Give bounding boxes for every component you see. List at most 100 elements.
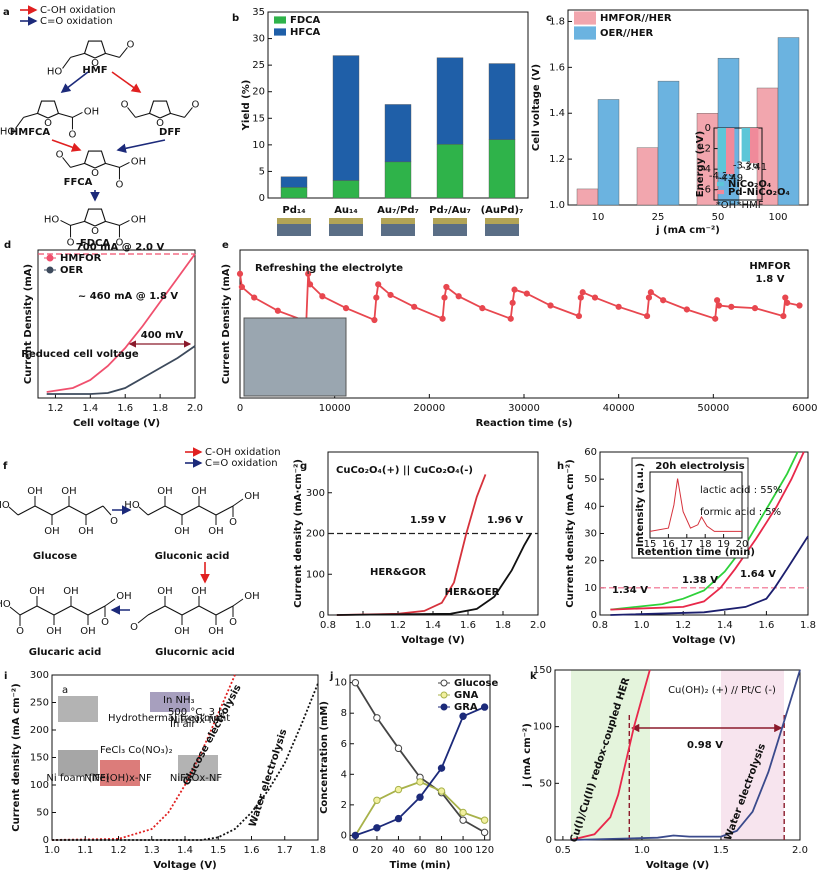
x-tick-label: 1.6 bbox=[244, 845, 260, 856]
y-tick-label: 20 bbox=[252, 87, 265, 98]
x-tick-label: 0.8 bbox=[592, 620, 608, 631]
panel-label: g bbox=[300, 461, 307, 472]
x-tick-label: 20 bbox=[371, 845, 384, 856]
annotation: 500 °C, 3 h bbox=[168, 707, 224, 718]
compound-label: FFCA bbox=[64, 177, 93, 188]
x-tick-label: 1.2 bbox=[675, 620, 691, 631]
bond bbox=[184, 107, 193, 118]
atom-label: O bbox=[91, 226, 99, 237]
bond bbox=[119, 219, 130, 226]
marker bbox=[480, 828, 489, 837]
arrow bbox=[116, 139, 166, 154]
x-tick-label: 0 bbox=[237, 403, 243, 414]
atom-label: HO bbox=[47, 66, 63, 77]
marker bbox=[394, 785, 403, 794]
y-tick-label: 20 bbox=[584, 556, 597, 567]
legend-label: C-OH oxidation bbox=[40, 5, 116, 16]
x-tick-label: 10000 bbox=[319, 403, 351, 414]
annotation: HMFOR bbox=[749, 261, 791, 272]
y-tick-label: 300 bbox=[30, 670, 49, 681]
marker bbox=[373, 294, 380, 301]
x-tick-label: 2.0 bbox=[530, 620, 546, 631]
x-tick-label: 100 bbox=[768, 212, 787, 223]
panel-label: c bbox=[546, 13, 552, 24]
legend-label: C=O oxidation bbox=[40, 16, 113, 27]
bond bbox=[70, 220, 85, 226]
atom-label: OH bbox=[63, 586, 78, 597]
atom-label: O bbox=[101, 617, 109, 628]
x-tick-label: 80 bbox=[435, 845, 448, 856]
bond bbox=[138, 506, 149, 516]
bar bbox=[332, 55, 360, 181]
x-axis-label: Voltage (V) bbox=[646, 860, 709, 871]
x-tick-label: 18 bbox=[699, 539, 712, 550]
marker bbox=[683, 306, 690, 313]
panel-label: a bbox=[3, 7, 10, 18]
x-tick-label: 0 bbox=[352, 845, 358, 856]
ring bbox=[36, 100, 60, 119]
y-tick-label: 15 bbox=[252, 113, 265, 124]
marker bbox=[591, 294, 599, 301]
marker bbox=[251, 294, 258, 301]
legend-swatch bbox=[440, 691, 448, 699]
x-tick-label: 1.8 bbox=[152, 403, 168, 414]
legend-swatch bbox=[440, 679, 448, 687]
annotation: 1.34 V bbox=[612, 585, 648, 596]
annotation: 20h electrolysis bbox=[655, 461, 744, 472]
x-tick-label: 20 bbox=[736, 539, 749, 550]
x-tick-label: 2.0 bbox=[792, 845, 808, 856]
bond bbox=[127, 107, 136, 118]
ring bbox=[83, 208, 107, 227]
bar bbox=[750, 128, 759, 164]
x-tick-label: 1.8 bbox=[495, 620, 511, 631]
marker bbox=[615, 303, 622, 310]
legend-label: OER bbox=[60, 265, 83, 276]
annotation: 1.59 V bbox=[410, 515, 446, 526]
x-tick-label: 17 bbox=[680, 539, 693, 550]
marker bbox=[371, 316, 378, 324]
panel-label: b bbox=[232, 13, 239, 24]
bar bbox=[384, 161, 412, 199]
atom-label: OH bbox=[46, 626, 61, 637]
marker bbox=[480, 816, 489, 824]
marker bbox=[782, 294, 789, 301]
legend-label: GNA bbox=[454, 690, 479, 701]
x-tick-label: Pd₇/Au₇ bbox=[429, 205, 471, 216]
arrow bbox=[51, 139, 82, 152]
panel-label: i bbox=[4, 671, 7, 682]
marker bbox=[784, 299, 791, 306]
marker bbox=[437, 764, 446, 772]
x-tick-label: 10 bbox=[592, 212, 605, 223]
y-tick-label: 0 bbox=[319, 610, 325, 621]
x-tick-label: Au₇/Pd₇ bbox=[377, 205, 419, 216]
y-tick-label: 10 bbox=[334, 678, 347, 689]
x-axis-label: Voltage (V) bbox=[401, 635, 464, 646]
marker bbox=[387, 291, 394, 299]
x-tick-label: 1.3 bbox=[144, 845, 160, 856]
ring bbox=[148, 100, 172, 119]
atom-label: O bbox=[56, 149, 64, 160]
x-tick-label: 2.0 bbox=[187, 403, 203, 414]
legend-label: FDCA bbox=[290, 15, 320, 26]
x-tick-label: 1.6 bbox=[117, 403, 133, 414]
y-tick-label: 200 bbox=[306, 529, 325, 540]
x-tick-label: 15 bbox=[644, 539, 657, 550]
y-tick-label: 1.4 bbox=[549, 108, 565, 119]
annotation: NiFeNx-NF bbox=[170, 715, 222, 726]
x-tick-label: 1.6 bbox=[758, 620, 774, 631]
legend-swatch bbox=[717, 189, 724, 195]
marker bbox=[480, 703, 489, 711]
atom-label: OH bbox=[157, 586, 172, 597]
legend-swatch bbox=[440, 703, 448, 711]
bond bbox=[9, 606, 21, 616]
bond bbox=[232, 598, 244, 607]
compound-label: Glucaric acid bbox=[29, 647, 101, 658]
y-tick-label: 150 bbox=[30, 753, 49, 764]
y-tick-label: 0 bbox=[705, 123, 711, 134]
y-tick-label: 1.6 bbox=[549, 62, 565, 73]
marker bbox=[373, 796, 381, 804]
catalyst-image bbox=[381, 218, 415, 224]
series-label: Water electrolysis bbox=[247, 728, 289, 829]
photo-inset bbox=[243, 317, 347, 397]
annotation: 1.96 V bbox=[487, 515, 523, 526]
